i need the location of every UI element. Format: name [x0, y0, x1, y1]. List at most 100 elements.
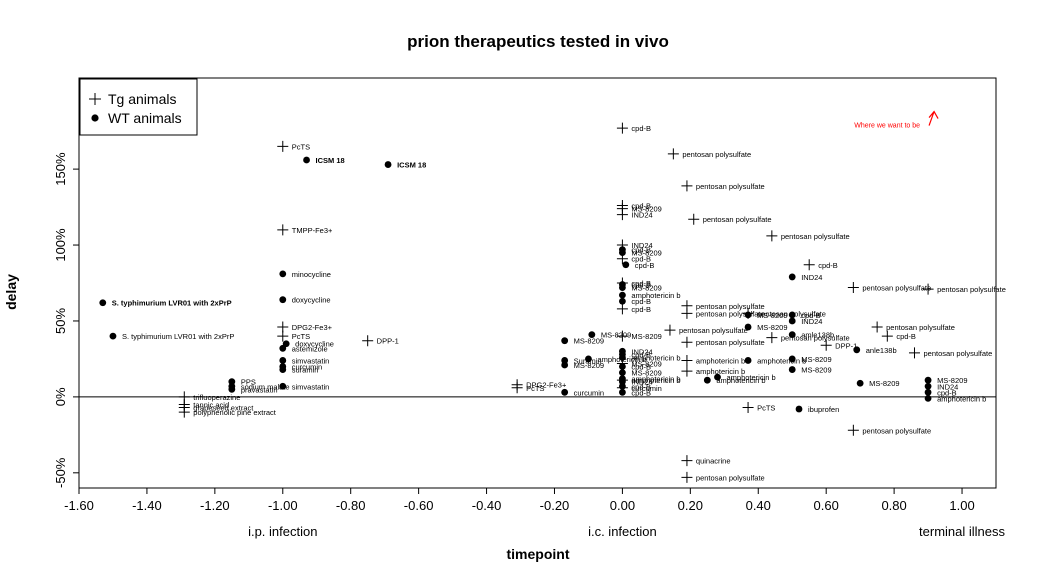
data-point-plus — [362, 335, 374, 347]
x-annotation-label: i.c. infection — [588, 524, 657, 539]
data-point-label: pentosan polysulfate — [862, 284, 931, 293]
data-point-dot — [744, 311, 752, 319]
data-point-label: pentosan polysulfate — [923, 349, 992, 358]
legend-box — [79, 78, 198, 136]
data-point-label: cpd-B — [937, 388, 957, 397]
series-tg: PcTSTMPP-Fe3+DPG2-Fe3+PcTSDPP-1trifluope… — [178, 122, 1006, 483]
data-point-label: curcumin — [631, 384, 661, 393]
data-point-label: cpd-B — [631, 281, 651, 290]
data-point-dot — [279, 382, 287, 390]
data-point-label: DPG2-Fe3+ — [526, 381, 567, 390]
data-point-dot — [788, 317, 796, 325]
data-point-label: S. typhimurium LVR01 with 2xPrP — [122, 332, 234, 341]
data-point-plus — [803, 259, 815, 271]
data-point-dot — [109, 332, 117, 340]
data-point-plus — [681, 336, 693, 348]
y-tick-label: 150% — [53, 152, 68, 186]
y-tick-label: 100% — [53, 228, 68, 262]
data-point-label: MS-8209 — [757, 323, 787, 332]
data-point-label: DPP-1 — [835, 341, 857, 350]
data-point-label: ICSM 18 — [316, 156, 345, 165]
data-point-label: grapeseed extract — [193, 404, 254, 413]
data-point-plus — [681, 354, 693, 366]
data-point-label: PcTS — [292, 332, 310, 341]
series-wt: ICSM 18 ICSM 18 minocycline doxycycline S. t… — [99, 156, 986, 414]
axes: -1.60 -1.40 -1.20 -1.00 -0.80 -0.60 -0.40 -0.20… — [53, 152, 1006, 539]
data-point-plus — [616, 330, 628, 342]
data-point-dot — [853, 346, 861, 354]
data-point-dot — [99, 299, 107, 307]
data-point-label: IND24 — [937, 382, 958, 391]
x-tick-label: -1.00 — [268, 498, 298, 513]
data-point-plus — [667, 148, 679, 160]
x-tick-label: -1.40 — [132, 498, 162, 513]
data-point-label: pentosan polysulfate — [696, 302, 765, 311]
data-point-label: sodium malate — [241, 382, 290, 391]
data-point-dot — [788, 311, 796, 319]
data-point-label: amphotericin b — [727, 373, 776, 382]
data-point-plus — [820, 339, 832, 351]
data-point-dot — [279, 357, 287, 364]
data-point-plus — [871, 321, 883, 333]
x-tick-label: 0.60 — [814, 498, 839, 513]
data-point-label: DPP-1 — [377, 337, 399, 346]
x-tick-label: -0.60 — [404, 498, 434, 513]
data-point-dot — [384, 161, 392, 168]
data-point-label: amphotericin b — [631, 353, 680, 362]
data-point-dot — [924, 395, 932, 402]
data-point-label: curcumin — [574, 388, 604, 397]
data-point-label: IND24 — [631, 211, 652, 220]
data-point-plus — [511, 382, 523, 394]
data-point-plus — [277, 330, 289, 342]
target-annotation-text: Where we want to be — [854, 123, 920, 130]
data-point-dot — [279, 296, 287, 304]
data-point-label: amphotericin b — [631, 375, 680, 384]
y-tick-label: -50% — [53, 457, 68, 488]
data-point-plus — [681, 180, 693, 192]
data-point-label: amphotericin b — [696, 356, 745, 365]
data-point-label: pentosan polysulfate — [696, 309, 765, 318]
data-point-label: MS-8209 — [574, 361, 604, 370]
data-point-label: MS-8209 — [631, 284, 661, 293]
data-point-label: cpd-B — [631, 382, 651, 391]
data-point-label: cpd-B — [631, 388, 651, 397]
data-point-plus — [664, 324, 676, 336]
plot-frame — [78, 77, 997, 489]
data-point-plus — [908, 347, 920, 359]
data-point-label: IND24 — [801, 317, 822, 326]
data-point-dot — [619, 291, 626, 299]
data-point-dot — [619, 363, 626, 370]
data-point-label: MS-8209 — [801, 366, 831, 375]
data-point-label: cpd-B — [801, 311, 821, 320]
data-point-label: amphotericin b — [696, 367, 745, 376]
data-point-label: amphotericin b — [716, 376, 765, 385]
data-point-label: amphotericin b — [937, 394, 986, 403]
data-point-label: quinacrine — [696, 457, 731, 466]
x-tick-label: 0.20 — [678, 498, 703, 513]
data-point-dot — [588, 331, 596, 339]
data-point-label: tannic acid — [193, 400, 229, 409]
data-point-dot — [619, 369, 626, 376]
data-point-label: cpd-B — [631, 279, 651, 288]
y-tick-label: 0% — [53, 387, 68, 406]
x-axis-label: timepoint — [507, 546, 570, 562]
data-point-plus — [616, 209, 628, 221]
x-tick-label: -0.40 — [472, 498, 502, 513]
target-arrow-icon — [928, 110, 939, 126]
data-point-label: IND24 — [631, 347, 652, 356]
data-point-label: MS-8209 — [631, 205, 661, 214]
data-point-dot — [744, 323, 752, 331]
data-point-label: pentosan polysulfate — [696, 473, 765, 482]
data-point-label: pentosan polysulfate — [696, 338, 765, 347]
data-point-label: amphotericin b — [631, 376, 680, 385]
data-point-label: MS-8209 — [631, 332, 661, 341]
data-point-dot — [622, 261, 630, 269]
data-point-dot — [279, 366, 287, 373]
data-point-label: minocycline — [292, 270, 331, 279]
data-point-plus — [681, 365, 693, 377]
data-point-label: pentosan polysulfate — [682, 150, 751, 159]
data-point-label: cpd-B — [631, 255, 651, 264]
data-point-label: MS-8209 — [574, 337, 604, 346]
chart-title: prion therapeutics tested in vivo — [407, 32, 669, 51]
